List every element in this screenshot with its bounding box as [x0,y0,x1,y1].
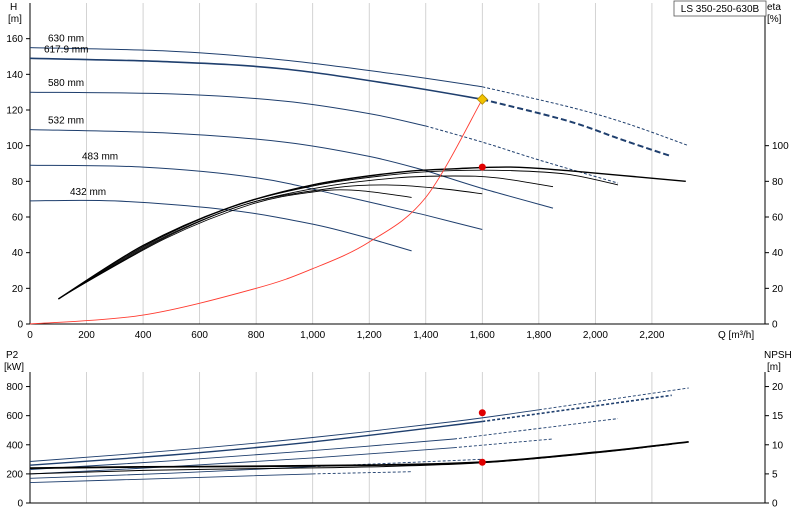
x-tick-label: 400 [135,330,152,341]
power-curve [29,420,483,466]
y-left-tick-label: 600 [6,411,23,422]
head-curve-extension [425,125,619,184]
y-left-tick-label: 140 [6,70,23,81]
y-right-tick-label: 15 [772,411,784,422]
head-curve-label: 580 mm [48,78,84,89]
title-box: LS 350-250-630B [673,0,767,17]
y-right-tick-label: 20 [772,284,784,295]
y-right-tick-label: 0 [772,499,778,510]
y-right-label-npsh: NPSH [764,350,792,361]
power-curve [29,409,539,462]
y-left-tick-label: 160 [6,34,23,45]
head-curve [29,47,483,88]
y-left-label-h: H [10,2,17,13]
power-curve-extension [482,394,672,423]
head-curve-label: 483 mm [82,151,118,162]
efficiency-curve [57,166,686,300]
efficiency-curve [69,189,412,293]
head-curve [29,129,426,172]
y-left-tick-label: 0 [17,320,23,331]
y-left-tick-label: 800 [6,382,23,393]
y-left-tick-label: 0 [17,499,23,510]
head-curve-label: 432 mm [70,187,106,198]
head-curve-extension [482,86,689,147]
x-tick-label: 0 [27,330,33,341]
y-left-tick-label: 120 [6,106,23,117]
head-curve-label: 617.9 mm [44,44,88,55]
npsh-curve [29,441,689,469]
y-right-tick-label: 5 [772,469,778,480]
y-right-unit-eta: [%] [767,14,782,25]
power-curve-extension [453,438,554,449]
head-curve-end [369,237,412,252]
power-curve-extension [312,458,483,468]
duty-point-npsh [478,458,486,466]
power-curve [29,473,313,484]
head-curve [29,91,426,127]
head-curve [29,164,426,216]
y-right-unit-npsh: [m] [767,362,781,373]
y-right-tick-label: 20 [772,382,784,393]
efficiency-curve [66,184,483,295]
x-tick-label: 800 [248,330,265,341]
y-left-tick-label: 100 [6,141,23,152]
head-curve-end [425,170,554,209]
chart-title: LS 350-250-630B [681,4,760,15]
y-right-label-eta: eta [767,2,781,13]
y-left-label-p2: P2 [6,350,19,361]
x-tick-label: 200 [78,330,95,341]
duty-point-power [478,409,486,417]
title-box-frame [673,0,767,17]
power-npsh-chart: 0 200 400 600 800 0 5 10 15 20 [6,372,784,510]
y-right-tick-label: 0 [772,320,778,331]
x-tick-label: 1,600 [470,330,495,341]
x-axis-label: Q [m³/h] [718,330,754,341]
x-tick-label: 1,200 [357,330,382,341]
head-curve-label: 630 mm [48,34,84,45]
y-right-tick-label: 80 [772,177,784,188]
y-left-tick-label: 200 [6,469,23,480]
x-tick-label: 2,000 [583,330,608,341]
head-efficiency-chart: 0 200 400 600 800 1,000 1,200 1,400 1,600 1,800 2,… [6,3,789,341]
head-curve [29,57,483,101]
power-curve-extension [312,471,412,475]
power-curve [29,438,455,470]
y-left-unit-p2: [kW] [4,362,24,373]
x-tick-label: 2,200 [639,330,664,341]
x-tick-label: 600 [191,330,208,341]
head-curve-label: 532 mm [48,116,84,127]
efficiency-curve [60,169,619,298]
y-left-tick-label: 40 [12,248,24,259]
duty-point-efficiency [478,163,486,171]
x-tick-label: 1,400 [413,330,438,341]
power-curve-extension [538,387,689,411]
head-curve-end [425,214,483,230]
power-curve [29,447,455,475]
duty-point-head [476,93,488,105]
head-curve-extension [482,98,673,158]
power-curve-extension [453,418,619,440]
y-right-tick-label: 10 [772,440,784,451]
y-left-tick-label: 60 [12,213,24,224]
npsh-curve [29,443,672,475]
y-left-unit-h: [m] [8,14,22,25]
y-right-tick-label: 40 [772,248,784,259]
y-left-tick-label: 80 [12,177,24,188]
y-right-tick-label: 100 [772,141,789,152]
system-curve [29,99,483,325]
x-tick-label: 1,800 [526,330,551,341]
y-right-tick-label: 60 [772,213,784,224]
x-tick-label: 1,000 [300,330,325,341]
efficiency-curve [63,175,554,296]
y-left-tick-label: 20 [12,284,24,295]
y-left-tick-label: 400 [6,440,23,451]
